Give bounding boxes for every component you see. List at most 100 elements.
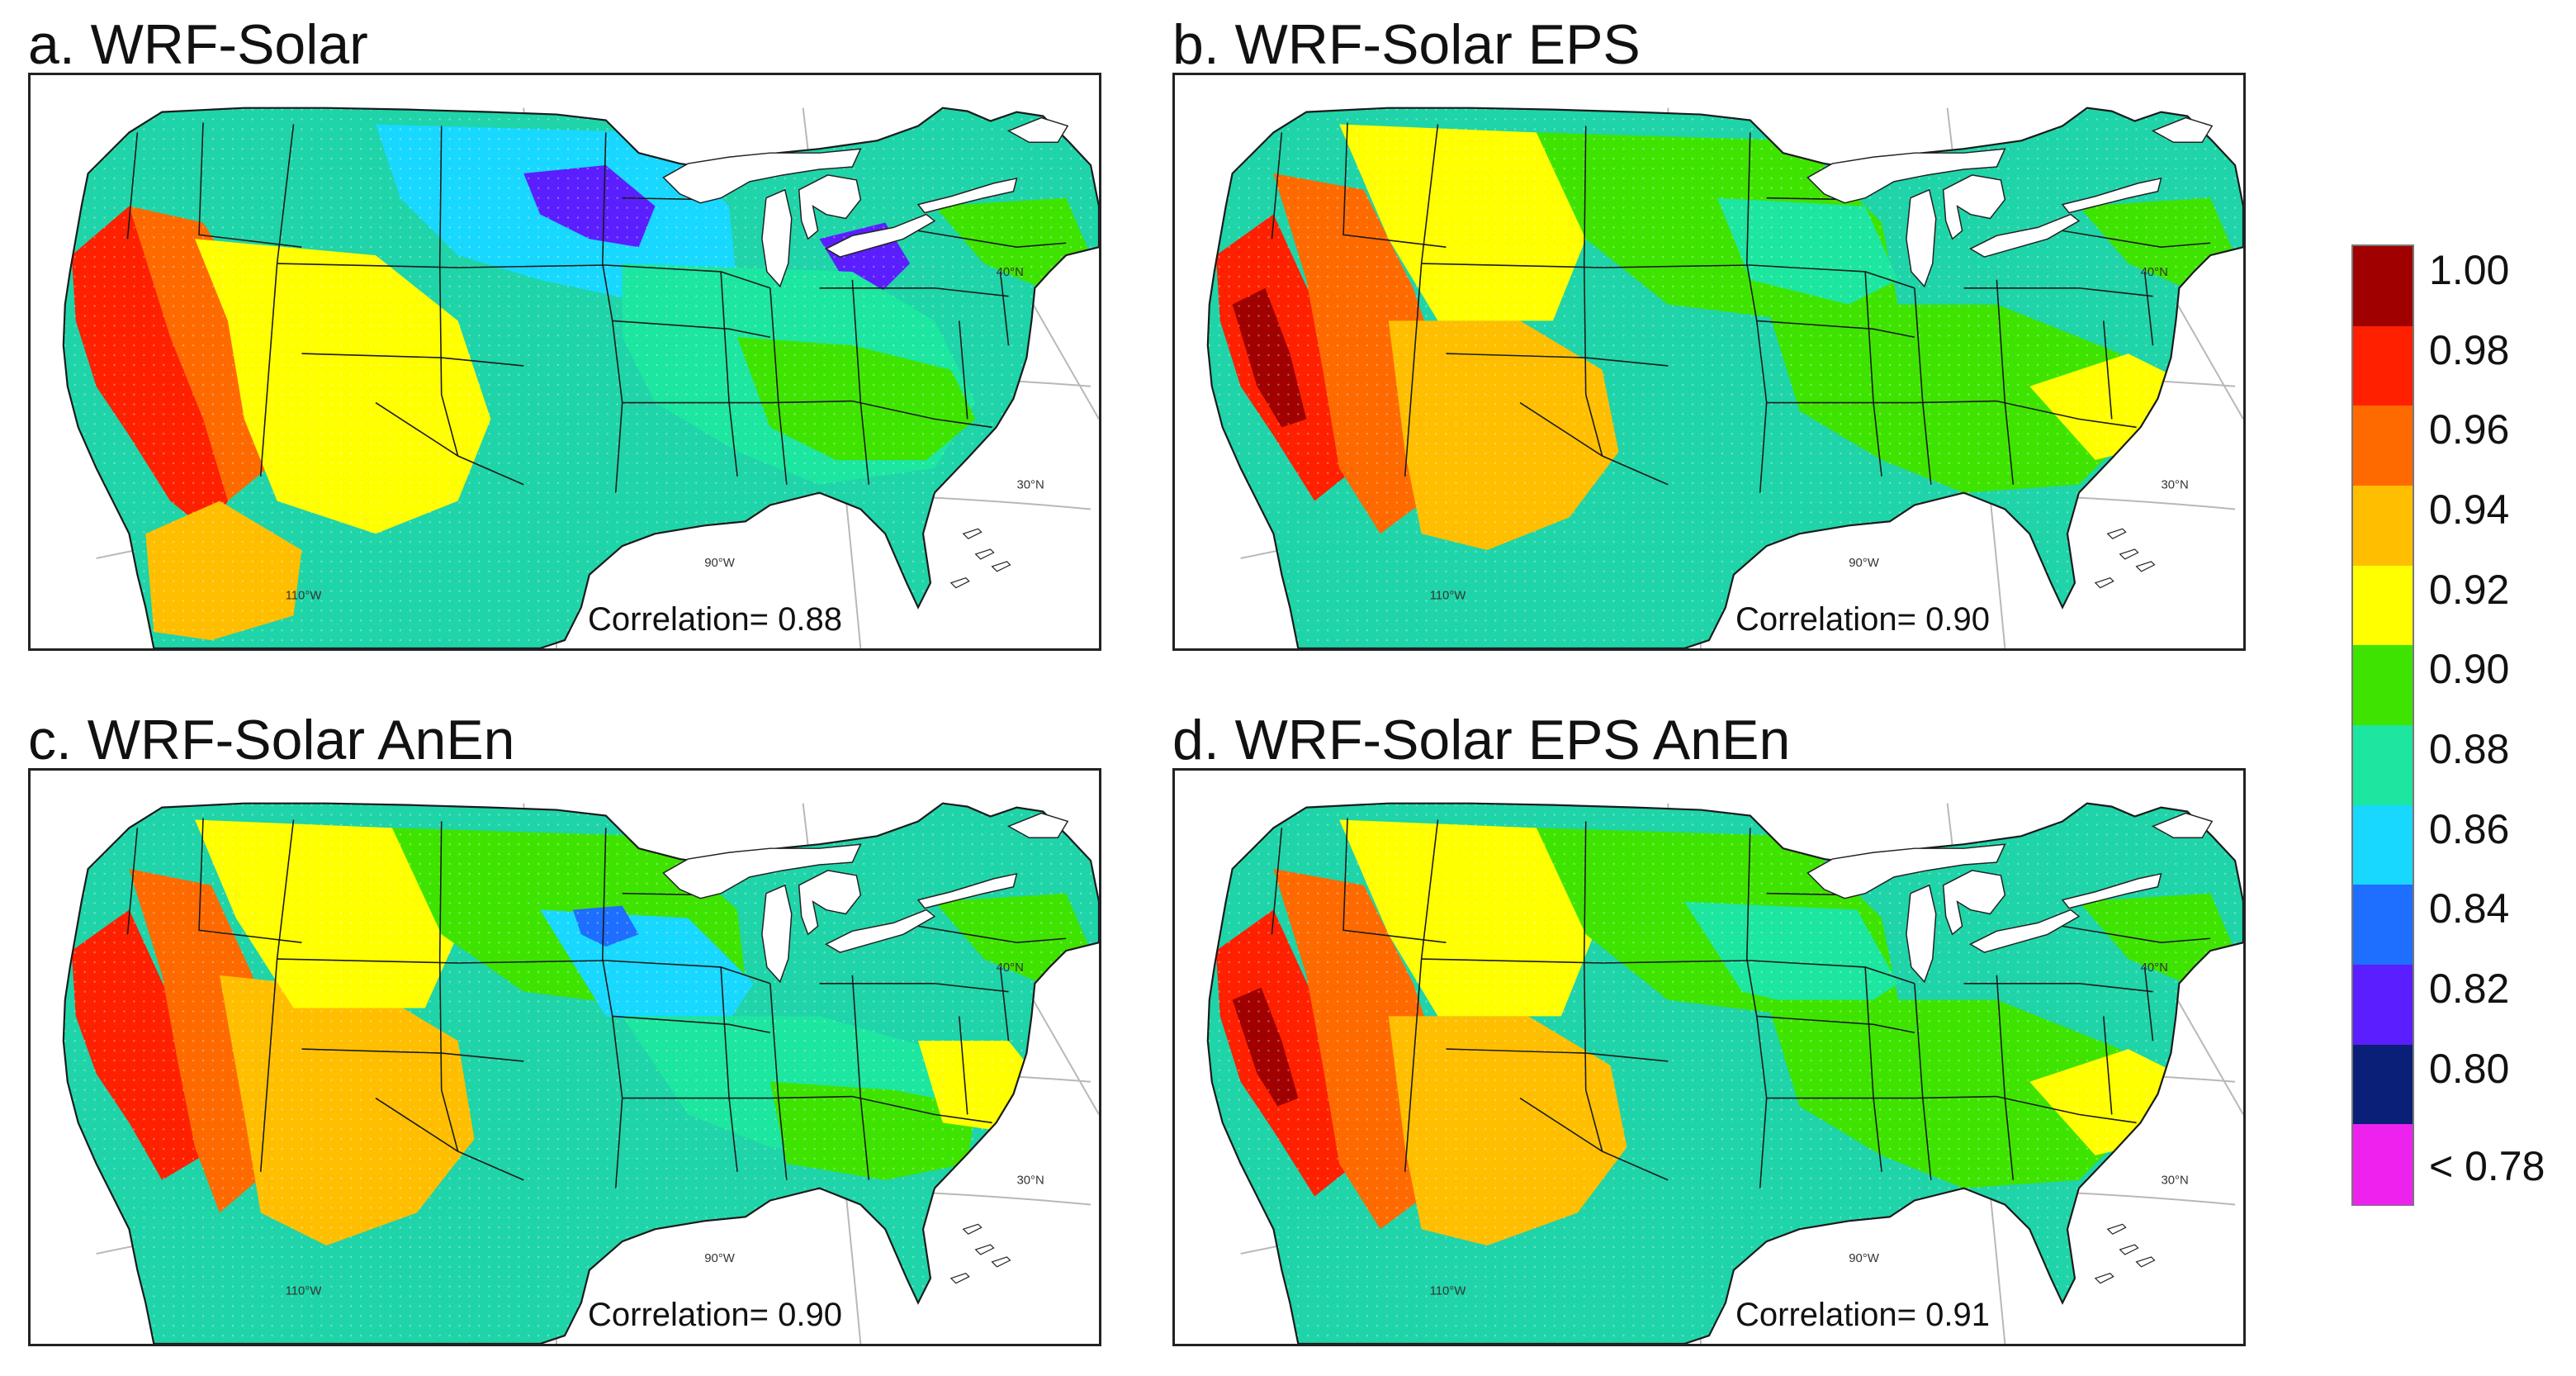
lat-30-label: 30°N <box>1016 479 1044 492</box>
colorbar-label: 0.88 <box>2429 726 2510 772</box>
lat-30-label: 30°N <box>2161 1174 2188 1188</box>
state-border <box>999 271 1010 346</box>
island <box>2135 561 2156 572</box>
state-border <box>375 1097 524 1181</box>
colorbar-label: 0.82 <box>2429 966 2510 1012</box>
state-border <box>720 271 738 477</box>
great-lake <box>1006 812 1069 839</box>
lat-40-label: 40°N <box>997 961 1024 975</box>
grid-dots <box>63 803 1099 1344</box>
great-lake <box>1968 213 2081 258</box>
colorbar-swatch <box>2353 1124 2413 1205</box>
state-border <box>438 126 459 457</box>
great-lake <box>662 843 862 899</box>
state-border <box>819 287 1009 297</box>
state-border <box>999 966 1010 1041</box>
state-border <box>375 401 524 486</box>
island <box>962 528 983 539</box>
colorbar-swatch <box>2353 406 2413 486</box>
panel-a-correlation: Correlation= 0.88 <box>588 601 842 638</box>
state-border <box>720 966 738 1172</box>
state-border <box>958 1016 968 1115</box>
great-lake <box>2061 177 2162 214</box>
state-border <box>1996 400 2137 429</box>
great-lake <box>1906 884 1937 984</box>
colorbar-label: 0.98 <box>2429 326 2510 373</box>
lon-110-label: 110°W <box>1430 590 1466 603</box>
great-lake <box>761 188 793 288</box>
panel-b-map-graphic: 40°N 30°N 90°W 110°W <box>1206 107 2243 648</box>
state-border <box>622 1095 853 1099</box>
state-border <box>1446 353 1669 367</box>
colorbar <box>2351 244 2414 1206</box>
colorbar-label: 0.86 <box>2429 805 2510 852</box>
colorbar-swatch <box>2353 885 2413 966</box>
colorbar-swatch <box>2353 325 2413 407</box>
state-border <box>917 925 1067 943</box>
colorbar-label: 0.80 <box>2429 1045 2510 1092</box>
state-border <box>1271 828 1283 935</box>
lon-90-label: 90°W <box>1849 557 1879 570</box>
great-lake <box>916 872 1018 909</box>
island <box>2094 577 2114 589</box>
lat-30-label: 30°N <box>1016 1174 1044 1188</box>
panel-d-map-graphic: 40°N 30°N 90°W 110°W <box>1206 802 2243 1344</box>
lon-90-label: 90°W <box>704 1252 735 1265</box>
colorbar-label: 0.92 <box>2429 566 2510 613</box>
state-border <box>2143 966 2154 1041</box>
lat-40-label: 40°N <box>2141 961 2168 975</box>
colorbar-swatch <box>2353 1044 2413 1126</box>
state-border <box>198 122 302 248</box>
colorbar-swatch <box>2353 725 2413 806</box>
state-border <box>1996 1095 2137 1124</box>
state-border <box>1421 263 1750 268</box>
island <box>962 1223 983 1235</box>
great-lake <box>2061 872 2162 909</box>
colorbar-label: 1.00 <box>2429 247 2510 293</box>
great-lake <box>1968 909 2081 953</box>
colorbar-label: < 0.78 <box>2429 1143 2545 1190</box>
lon-110-label: 110°W <box>286 1285 322 1298</box>
colorbar-label: 0.96 <box>2429 406 2510 453</box>
state-border <box>301 1048 524 1062</box>
panel-a-map-graphic: 40°N 30°N 90°W 110°W <box>62 107 1099 648</box>
panel-c-correlation: Correlation= 0.90 <box>588 1297 842 1333</box>
state-border <box>301 353 524 367</box>
colorbar-label: 0.84 <box>2429 885 2510 932</box>
great-lake <box>824 213 936 258</box>
panel-a-map: 40°N 30°N 90°W 110°W <box>28 73 1101 651</box>
state-border <box>1271 132 1283 240</box>
island <box>2119 1244 2139 1255</box>
state-border <box>277 958 606 964</box>
panel-a-title: a. WRF-Solar <box>28 13 368 76</box>
great-lake <box>1006 116 1069 144</box>
state-border <box>769 983 788 1180</box>
state-border <box>2143 271 2154 346</box>
state-border <box>1583 821 1603 1152</box>
state-border <box>1446 1048 1669 1062</box>
colorbar-label: 0.94 <box>2429 486 2510 533</box>
panel-c-map: 40°N 30°N 90°W 110°W <box>28 768 1101 1346</box>
state-border <box>612 1015 771 1034</box>
island <box>949 1273 970 1284</box>
great-lake <box>824 909 936 953</box>
colorbar-swatch <box>2353 645 2413 726</box>
state-border <box>1914 983 1932 1180</box>
great-lake <box>662 148 862 204</box>
great-lake <box>2151 812 2214 839</box>
state-border <box>126 132 139 240</box>
state-border <box>852 1095 992 1124</box>
colorbar-label: 0.90 <box>2429 646 2510 693</box>
state-border <box>1421 958 1750 964</box>
lon-110-label: 110°W <box>286 590 322 603</box>
state-border <box>126 828 139 935</box>
state-border <box>2062 925 2211 943</box>
panel-b-correlation: Correlation= 0.90 <box>1735 601 1990 638</box>
state-border <box>1756 1015 1915 1034</box>
colorbar-swatch <box>2353 486 2413 567</box>
grid-dots <box>1207 803 2243 1344</box>
island <box>2135 1256 2156 1268</box>
great-lake <box>1942 174 2006 240</box>
great-lake <box>2151 116 2214 144</box>
lon-90-label: 90°W <box>1849 1252 1879 1265</box>
